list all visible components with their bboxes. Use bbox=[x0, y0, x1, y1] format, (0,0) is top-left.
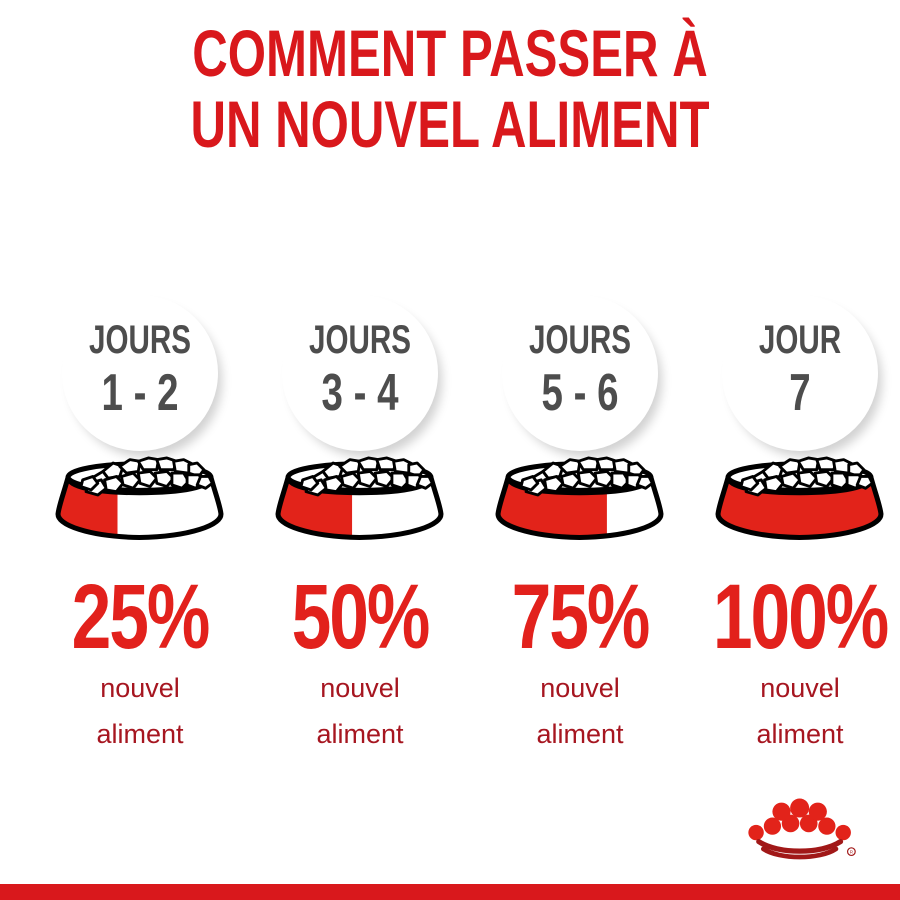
svg-text:R: R bbox=[850, 850, 854, 855]
